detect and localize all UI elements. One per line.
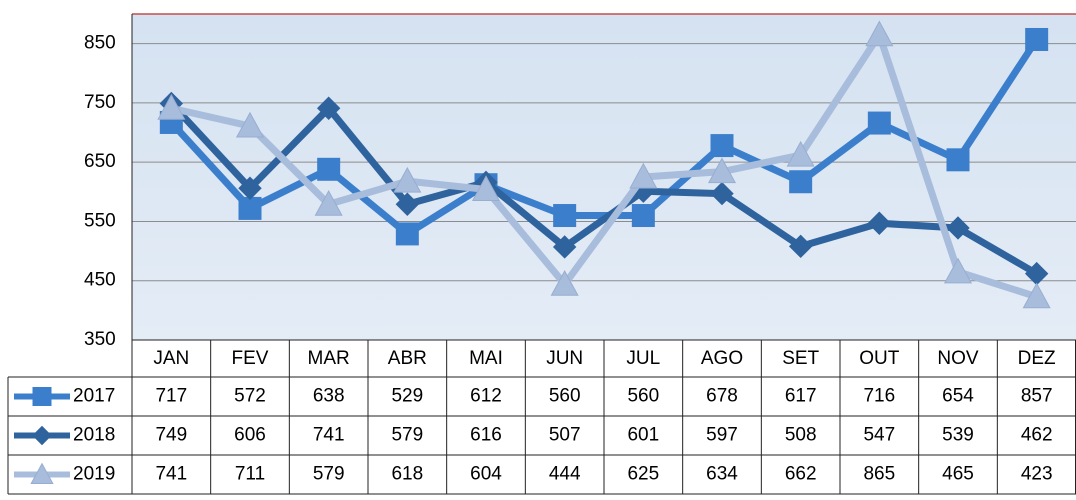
table-value: 462 xyxy=(1021,425,1053,446)
x-tick-label: DEZ xyxy=(1018,348,1056,369)
table-value: 711 xyxy=(235,464,265,485)
table-value: 865 xyxy=(863,464,895,485)
table-value: 616 xyxy=(470,425,502,446)
table-value: 579 xyxy=(391,425,423,446)
legend-label: 2018 xyxy=(73,425,115,446)
table-value: 638 xyxy=(313,386,345,407)
y-tick-label: 650 xyxy=(84,151,116,172)
marker xyxy=(629,162,658,189)
x-tick-label: OUT xyxy=(859,348,900,369)
x-tick-label: NOV xyxy=(937,348,979,369)
table-value: 508 xyxy=(785,425,817,446)
x-tick-label: ABR xyxy=(388,348,427,369)
table-value: 857 xyxy=(1021,386,1053,407)
marker xyxy=(1022,282,1051,309)
marker xyxy=(393,166,422,193)
table-value: 604 xyxy=(470,464,502,485)
series-line xyxy=(170,31,1038,301)
y-tick-label: 450 xyxy=(84,270,116,291)
marker xyxy=(32,387,52,406)
x-tick-label: JAN xyxy=(153,348,189,369)
table-value: 662 xyxy=(785,464,817,485)
marker xyxy=(867,211,892,235)
table-value: 572 xyxy=(234,386,266,407)
legend-label: 2017 xyxy=(73,386,115,407)
marker xyxy=(786,140,815,167)
table-value: 560 xyxy=(627,386,659,407)
series-line xyxy=(168,101,1039,277)
table-value: 612 xyxy=(470,386,502,407)
marker xyxy=(317,157,341,181)
table-value: 654 xyxy=(942,386,974,407)
marker xyxy=(471,175,501,201)
table-value: 601 xyxy=(627,425,659,446)
marker xyxy=(867,111,891,135)
table-value: 717 xyxy=(155,386,187,407)
marker xyxy=(710,181,734,206)
table-value: 678 xyxy=(706,386,738,407)
marker xyxy=(157,93,186,120)
table-value: 606 xyxy=(234,425,266,446)
x-tick-label: JUN xyxy=(546,348,583,369)
marker xyxy=(710,134,734,158)
marker xyxy=(316,96,341,120)
marker xyxy=(1025,27,1049,51)
x-tick-label: FEV xyxy=(232,348,269,369)
plot-area xyxy=(132,14,1076,340)
table-value: 597 xyxy=(706,425,738,446)
table-value: 560 xyxy=(549,386,581,407)
marker xyxy=(30,462,54,484)
marker xyxy=(707,157,737,184)
table-value: 529 xyxy=(391,386,423,407)
marker xyxy=(238,196,262,220)
marker xyxy=(550,270,579,296)
x-tick-label: AGO xyxy=(701,348,743,369)
table-value: 625 xyxy=(627,464,659,485)
table-value: 749 xyxy=(155,425,187,446)
x-tick-label: MAR xyxy=(308,348,350,369)
marker xyxy=(946,148,970,172)
table-value: 507 xyxy=(549,425,581,446)
table-value: 741 xyxy=(313,425,345,446)
table-value: 716 xyxy=(863,386,895,407)
marker xyxy=(395,192,420,216)
marker xyxy=(631,204,655,228)
table-value: 634 xyxy=(706,464,738,485)
marker xyxy=(235,111,265,138)
marker xyxy=(238,176,262,200)
table-value: 579 xyxy=(313,464,345,485)
x-tick-label: JUL xyxy=(626,348,660,369)
table-value: 465 xyxy=(942,464,974,485)
table-value: 444 xyxy=(549,464,581,485)
marker xyxy=(553,204,577,228)
y-tick-label: 850 xyxy=(84,33,116,54)
marker xyxy=(946,216,970,240)
x-tick-label: MAI xyxy=(469,348,503,369)
legend-label: 2019 xyxy=(73,464,115,485)
table-value: 741 xyxy=(155,464,187,485)
marker xyxy=(943,257,973,284)
y-tick-label: 550 xyxy=(84,210,116,231)
marker xyxy=(552,235,577,259)
y-tick-label: 750 xyxy=(84,92,116,113)
table-value: 539 xyxy=(942,425,974,446)
marker xyxy=(314,190,343,216)
table-value: 617 xyxy=(785,386,817,407)
marker xyxy=(865,20,894,47)
x-tick-label: SET xyxy=(782,348,819,369)
marker xyxy=(395,222,419,246)
marker xyxy=(788,234,813,259)
table-value: 423 xyxy=(1021,464,1053,485)
y-tick-label: 350 xyxy=(84,329,116,350)
table-value: 547 xyxy=(863,425,895,446)
table-value: 618 xyxy=(391,464,423,485)
marker xyxy=(32,425,52,446)
marker xyxy=(789,170,813,194)
